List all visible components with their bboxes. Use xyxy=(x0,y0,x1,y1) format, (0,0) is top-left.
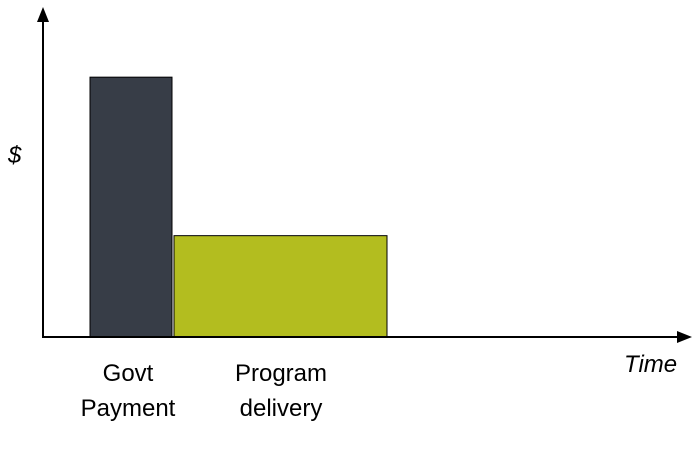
category-label-govt-payment: Govt Payment xyxy=(64,356,192,426)
x-axis-label: Time xyxy=(624,351,678,378)
bar-govt-payment xyxy=(89,76,173,338)
x-axis-arrowhead xyxy=(677,331,692,343)
category-label-program-delivery: Program delivery xyxy=(214,356,348,426)
category-label-line: Govt xyxy=(102,360,154,387)
bars-group xyxy=(89,76,388,338)
category-label-line: Payment xyxy=(80,395,176,422)
bar-program-delivery xyxy=(173,235,388,338)
y-axis-label: $ xyxy=(8,142,22,169)
category-label-line: Program xyxy=(234,360,328,387)
category-label-line: delivery xyxy=(239,395,323,422)
y-axis-arrowhead xyxy=(37,7,49,22)
